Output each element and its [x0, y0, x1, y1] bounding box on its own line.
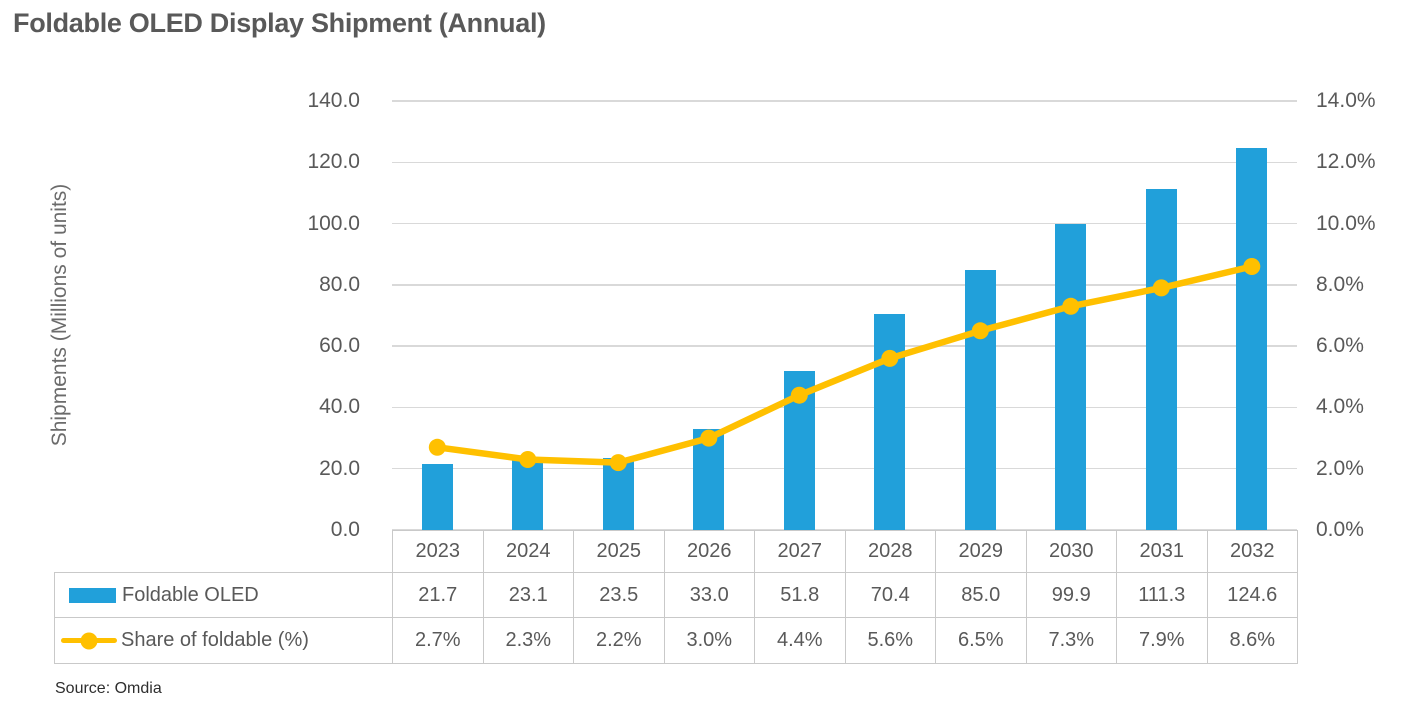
share-value-cell: 2.3%	[482, 617, 574, 664]
right-axis-tick: 12.0%	[1316, 150, 1376, 174]
right-axis-tick: 14.0%	[1316, 89, 1376, 112]
year-cell: 2028	[844, 530, 936, 573]
source-note: Source: Omdia	[55, 680, 162, 697]
bar-2031	[1145, 188, 1177, 530]
left-axis-tick: 140.0	[307, 89, 360, 112]
line-marker-2027	[790, 386, 808, 404]
share-line	[434, 263, 1256, 466]
table-row-years: 2023 2024 2025 2026 2027 2028 2029 2030 2031 2032	[55, 530, 1298, 573]
line-marker-2023	[428, 438, 446, 456]
left-axis-tick: 80.0	[319, 272, 360, 296]
year-cell: 2029	[935, 530, 1027, 573]
data-table: 2023 2024 2025 2026 2027 2028 2029 2030 2031 2032…	[54, 530, 1298, 664]
shipment-value-cell: 85.0	[935, 572, 1027, 618]
share-value-cell: 8.6%	[1206, 617, 1298, 664]
left-axis-tick: 20.0	[319, 456, 360, 480]
gridline	[392, 284, 1297, 286]
line-marker-2026	[700, 429, 718, 447]
gridline	[392, 345, 1297, 347]
shipment-value-cell: 51.8	[754, 572, 846, 618]
bar-2029	[964, 269, 996, 530]
left-axis-tick: 120.0	[307, 150, 360, 174]
table-row-foldable-oled: Foldable OLED 21.7 23.1 23.5 33.0 51.8 70.4 85.…	[54, 572, 1298, 618]
bar-2030	[1055, 223, 1087, 530]
left-axis-tick: 40.0	[319, 395, 360, 419]
share-value-cell: 6.5%	[935, 617, 1027, 664]
year-cell: 2026	[663, 530, 755, 573]
gridline	[392, 100, 1297, 102]
share-value-cell: 2.7%	[392, 617, 484, 664]
shipment-value-cell: 23.1	[482, 572, 574, 618]
right-axis-tick: 0.0%	[1316, 518, 1364, 541]
share-value-cell: 7.9%	[1116, 617, 1208, 664]
legend-cell: Share of foldable (%)	[54, 617, 393, 664]
table-corner-blank	[55, 531, 393, 573]
gridline	[392, 467, 1297, 470]
shipment-value-cell: 21.7	[392, 572, 484, 618]
year-cell: 2030	[1025, 530, 1117, 573]
chart-title: Foldable OLED Display Shipment (Annual)	[13, 8, 546, 38]
gridline	[392, 161, 1297, 164]
shipment-value-cell: 70.4	[844, 572, 936, 618]
legend-cell: Foldable OLED	[54, 572, 393, 618]
shipment-value-cell: 23.5	[573, 572, 665, 618]
table-row-share: Share of foldable (%) 2.7% 2.3% 2.2% 3.0% 4.4…	[54, 617, 1298, 664]
line-marker-2032	[1243, 258, 1261, 275]
line-marker-2028	[881, 349, 899, 367]
shipment-value-cell: 124.6	[1206, 572, 1298, 618]
year-cell: 2027	[754, 530, 846, 573]
bar-2024	[512, 459, 544, 530]
legend-label: Foldable OLED	[122, 583, 259, 606]
line-marker-2030	[1062, 297, 1080, 315]
year-cell: 2025	[573, 530, 665, 573]
right-axis-tick: 8.0%	[1316, 272, 1364, 296]
left-axis-tick: 60.0	[319, 334, 360, 358]
share-value-cell: 7.3%	[1025, 617, 1117, 664]
line-series	[428, 258, 1261, 472]
shipment-value-cell: 111.3	[1116, 572, 1208, 618]
share-value-cell: 4.4%	[754, 617, 846, 664]
shipment-value-cell: 33.0	[663, 572, 755, 618]
bar-legend-swatch-icon	[69, 587, 116, 603]
right-axis-tick: 4.0%	[1316, 395, 1364, 419]
line-marker-2025	[609, 454, 627, 472]
line-legend-marker-icon	[61, 632, 117, 649]
right-axis-tick: 10.0%	[1316, 211, 1376, 235]
year-cell: 2031	[1116, 530, 1208, 573]
plot-area	[392, 100, 1297, 531]
gridline	[392, 222, 1297, 225]
left-axis-tick: 0.0	[330, 518, 360, 541]
right-axis-tick: 2.0%	[1316, 456, 1364, 480]
gridline	[392, 406, 1297, 409]
line-marker-2029	[971, 322, 989, 340]
share-value-cell: 2.2%	[573, 617, 665, 664]
line-marker-2031	[1152, 279, 1170, 297]
legend-label: Share of foldable (%)	[121, 629, 309, 651]
year-cell: 2023	[392, 530, 484, 573]
year-cell: 2024	[482, 530, 574, 573]
left-axis-tick: 100.0	[307, 211, 360, 235]
bar-2032	[1236, 148, 1268, 530]
year-cell: 2032	[1206, 530, 1298, 573]
shipment-value-cell: 99.9	[1025, 572, 1117, 618]
right-axis-tick: 6.0%	[1316, 334, 1364, 358]
bar-2023	[421, 463, 453, 530]
line-marker-2024	[519, 451, 537, 468]
share-value-cell: 5.6%	[844, 617, 936, 664]
share-value-cell: 3.0%	[663, 617, 755, 664]
